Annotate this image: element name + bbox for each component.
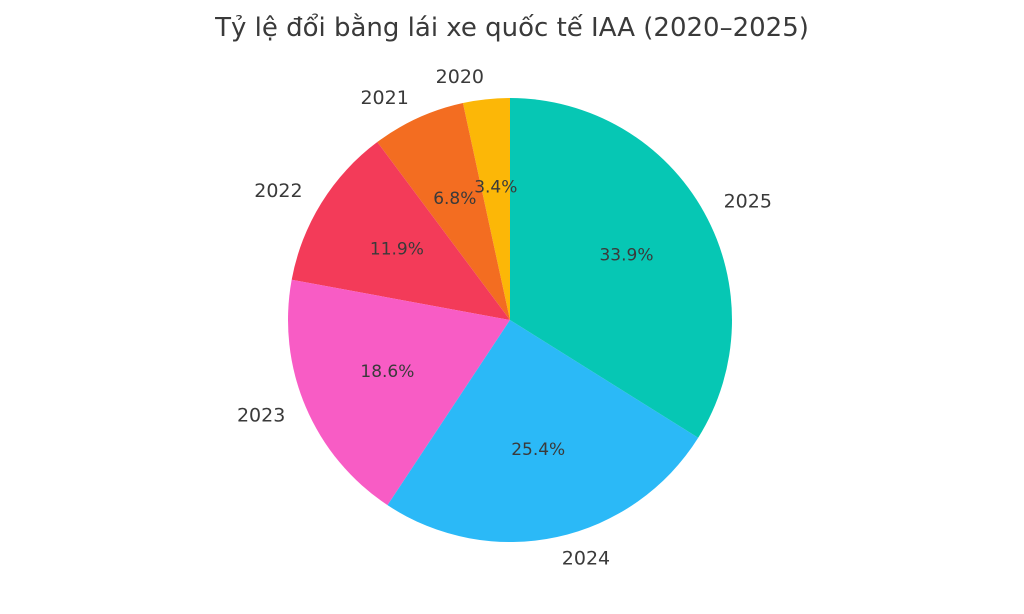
slice-year-label-2025: 2025 [724, 191, 772, 213]
slice-value-label-2025: 33.9% [599, 246, 653, 266]
slice-year-label-2023: 2023 [237, 405, 285, 427]
slice-value-label-2021: 6.8% [433, 189, 476, 209]
pie-slice-2022 [291, 142, 510, 320]
slice-year-label-2020: 2020 [436, 66, 484, 88]
slice-year-label-2021: 2021 [360, 87, 408, 109]
slice-year-label-2022: 2022 [254, 180, 302, 202]
slice-value-label-2020: 3.4% [474, 178, 517, 198]
chart-title: Tỷ lệ đổi bằng lái xe quốc tế IAA (2020–… [214, 12, 809, 43]
slice-value-label-2023: 18.6% [360, 362, 414, 382]
slice-value-label-2022: 11.9% [370, 240, 424, 260]
slice-year-label-2024: 2024 [562, 548, 610, 570]
pie-slice-2025 [510, 98, 732, 438]
pie-slice-2024 [387, 320, 699, 543]
slice-value-label-2024: 25.4% [511, 440, 565, 460]
pie-slices [288, 98, 732, 543]
pie-slice-2021 [377, 103, 510, 320]
pie-slice-2020 [462, 98, 510, 320]
pie-labels: 3.4% 2020 6.8% 2021 11.9% 2022 18.6% 2023 25.4% 2… [237, 66, 772, 569]
pie-slice-2023 [288, 279, 510, 506]
